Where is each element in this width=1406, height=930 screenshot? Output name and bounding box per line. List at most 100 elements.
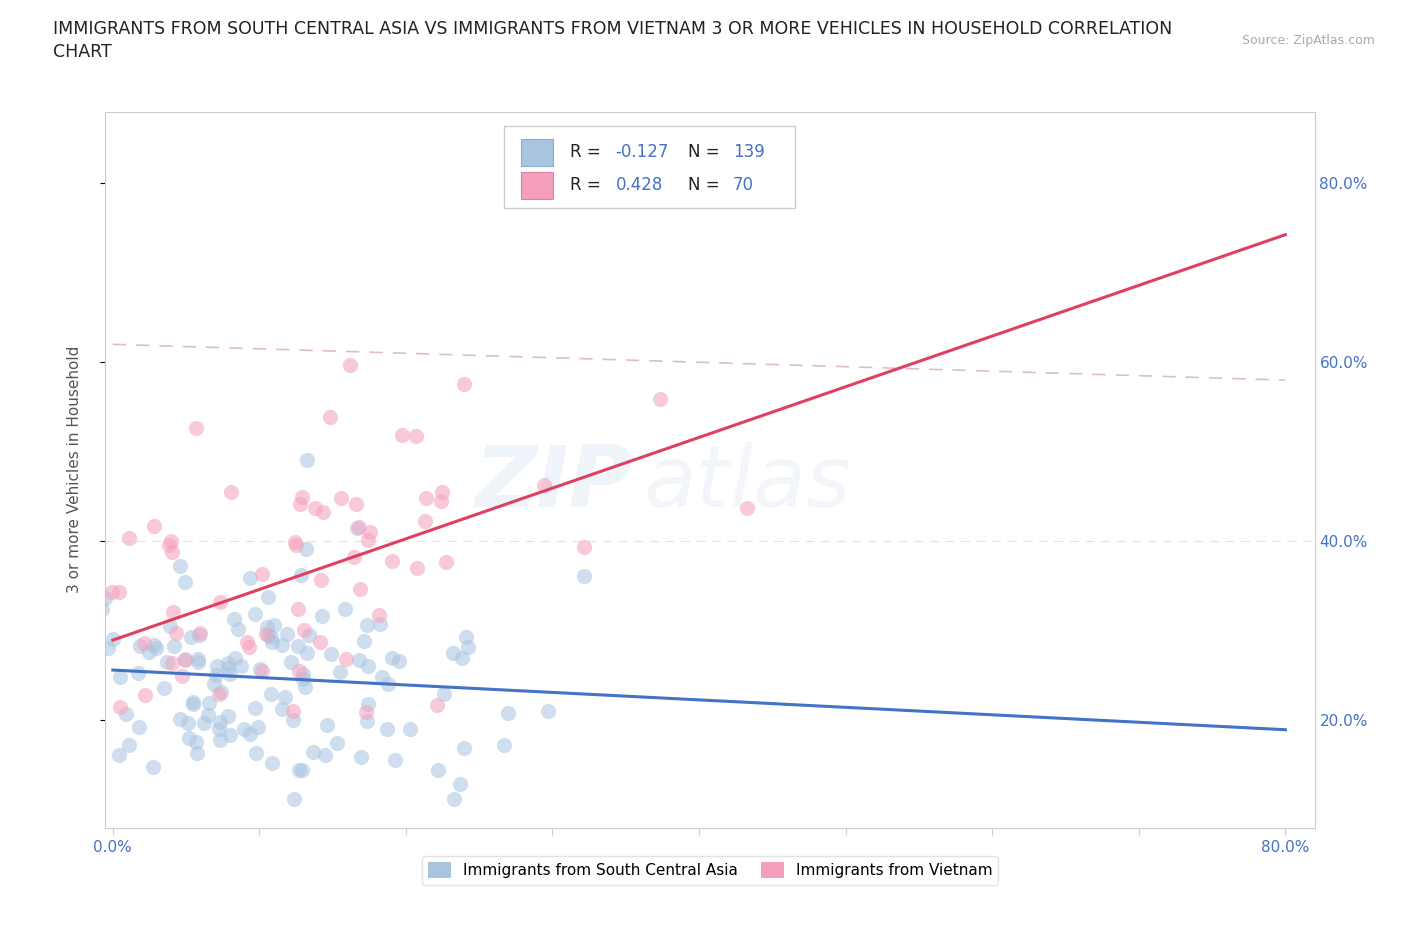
Point [316,718,339,733]
Point [441,645,464,660]
Point [284,535,307,550]
Point [391,428,413,443]
Point [142,519,165,534]
Point [430,485,453,499]
Point [205,658,228,673]
Point [346,521,368,536]
Point [309,573,332,588]
Point [110,700,132,715]
Text: -0.127: -0.127 [616,143,669,162]
Point [156,655,179,670]
Point [288,763,311,777]
Point [138,644,160,659]
Point [134,688,156,703]
Point [343,550,366,565]
Point [208,686,231,701]
Point [281,704,304,719]
Point [160,544,183,559]
Point [243,700,266,715]
Point [276,627,298,642]
Point [359,525,381,539]
Point [357,697,380,711]
Point [284,538,307,552]
Point [356,618,378,632]
Point [179,731,201,746]
Point [288,663,311,678]
Point [405,428,427,443]
Text: R =: R = [569,177,606,194]
Point [492,737,515,752]
Point [294,679,316,694]
Point [172,669,194,684]
Point [287,602,309,617]
Point [311,609,333,624]
Point [207,722,229,737]
Legend: Immigrants from South Central Asia, Immigrants from Vietnam: Immigrants from South Central Asia, Immi… [422,857,998,884]
Point [381,650,404,665]
Point [453,740,475,755]
Point [87,647,110,662]
Point [243,606,266,621]
Point [357,659,380,674]
Point [433,686,456,701]
Point [209,594,232,609]
Text: 139: 139 [733,143,765,162]
Point [90,601,112,616]
Point [108,584,131,599]
Point [262,756,284,771]
Point [205,668,228,683]
Point [169,711,191,726]
Point [134,636,156,651]
FancyBboxPatch shape [522,172,553,199]
Point [63,849,86,864]
Point [219,485,242,499]
Text: N =: N = [689,177,725,194]
Point [339,357,361,372]
Point [128,719,150,734]
Point [0,658,13,672]
Point [371,670,394,684]
Text: N =: N = [689,143,725,162]
Text: atlas: atlas [644,443,852,525]
Y-axis label: 3 or more Vehicles in Household: 3 or more Vehicles in Household [67,346,82,593]
Point [304,500,326,515]
Text: Source: ZipAtlas.com: Source: ZipAtlas.com [1241,34,1375,47]
Point [254,626,277,641]
Point [349,750,371,764]
Point [142,637,165,652]
Point [335,652,357,667]
Point [22,653,45,668]
Point [21,646,44,661]
Point [454,629,477,644]
Point [103,632,125,647]
Point [257,590,280,604]
Point [181,694,204,709]
Point [357,533,380,548]
Point [96,640,118,655]
Point [235,634,257,649]
Point [222,612,245,627]
Point [153,680,176,695]
Point [11,647,34,662]
Point [329,665,352,680]
Point [101,584,124,599]
Point [384,752,406,767]
Point [426,698,449,712]
Point [44,654,66,669]
Point [53,633,76,648]
Text: CHART: CHART [53,43,112,60]
Point [574,568,596,583]
Point [118,531,141,546]
Point [187,655,209,670]
Point [291,490,314,505]
Point [219,666,242,681]
Point [181,696,204,711]
Point [735,500,758,515]
Text: R =: R = [569,143,606,162]
Point [94,591,117,605]
Point [413,513,436,528]
Point [333,602,356,617]
Point [283,712,305,727]
Point [308,634,330,649]
Point [250,567,273,582]
